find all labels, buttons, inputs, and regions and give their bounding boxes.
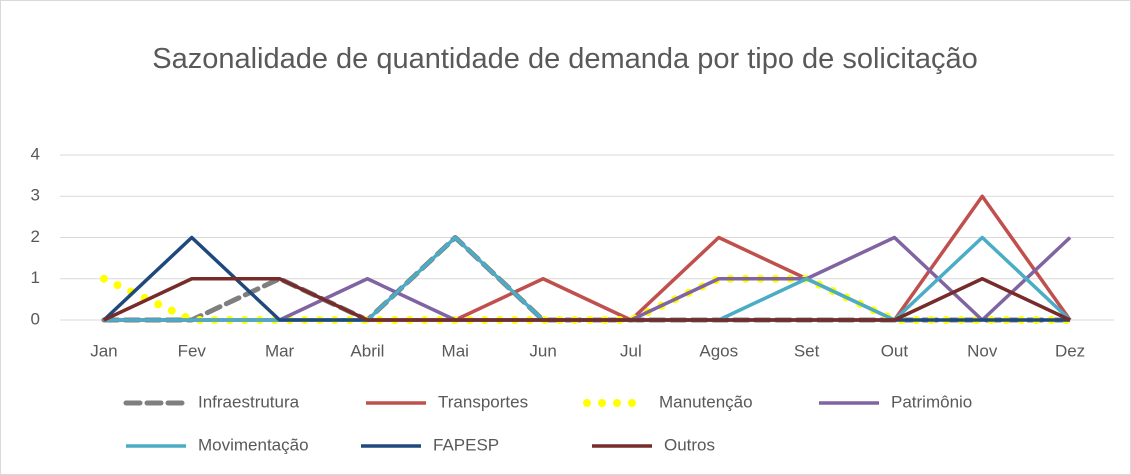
x-tick-label: Jun bbox=[529, 341, 556, 360]
x-tick-label: Dez bbox=[1055, 341, 1085, 360]
legend-label: Movimentação bbox=[198, 435, 309, 454]
y-tick-label: 0 bbox=[31, 309, 40, 328]
series-line bbox=[103, 277, 1071, 322]
legend-label: Infraestrutura bbox=[198, 392, 300, 411]
x-tick-label: Out bbox=[881, 341, 909, 360]
x-tick-label: Abril bbox=[350, 341, 384, 360]
legend-label: Transportes bbox=[438, 392, 528, 411]
legend-label: Patrimônio bbox=[891, 392, 972, 411]
legend-label: Manutenção bbox=[659, 392, 753, 411]
x-tick-label: Mai bbox=[442, 341, 469, 360]
x-tick-label: Set bbox=[794, 341, 820, 360]
y-tick-label: 1 bbox=[31, 268, 40, 287]
legend-label: FAPESP bbox=[433, 435, 499, 454]
x-tick-label: Nov bbox=[967, 341, 998, 360]
y-tick-label: 3 bbox=[31, 186, 40, 205]
x-tick-label: Agos bbox=[699, 341, 738, 360]
x-tick-label: Mar bbox=[265, 341, 295, 360]
x-tick-label: Jul bbox=[620, 341, 642, 360]
y-tick-label: 2 bbox=[31, 227, 40, 246]
x-tick-label: Fev bbox=[178, 341, 207, 360]
y-tick-label: 4 bbox=[31, 144, 40, 163]
chart-title: Sazonalidade de quantidade de demanda po… bbox=[152, 43, 978, 75]
x-tick-label: Jan bbox=[90, 341, 117, 360]
legend-label: Outros bbox=[664, 435, 715, 454]
